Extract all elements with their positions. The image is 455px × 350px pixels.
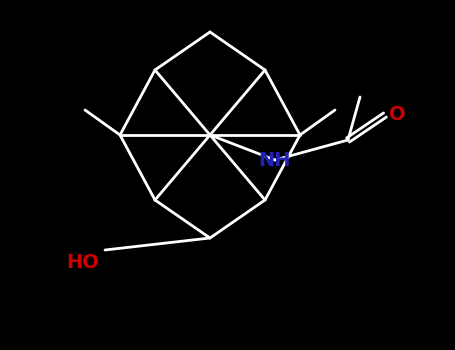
Text: O: O	[389, 105, 405, 125]
Text: NH: NH	[259, 150, 291, 169]
Text: HO: HO	[66, 252, 100, 272]
